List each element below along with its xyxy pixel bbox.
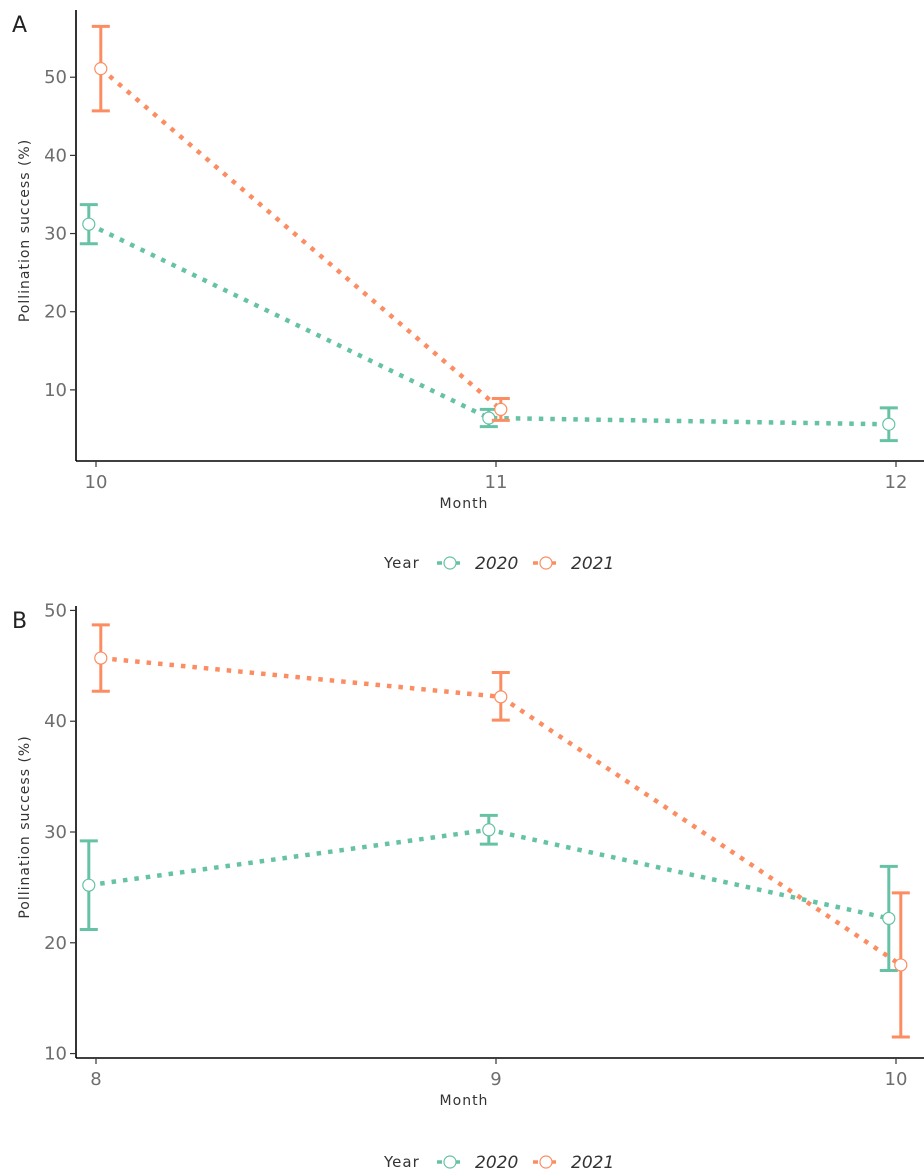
x-tick-label: 11: [485, 472, 508, 493]
panel-a: 10 20 30 40 50 10 11 12 Month Pollination success…: [12, 10, 924, 574]
legend-key-point: [443, 1155, 457, 1169]
series-line: [87, 222, 889, 427]
series-2020: [79, 813, 898, 972]
y-tick-label: 20: [44, 933, 67, 954]
series-2021: [91, 24, 510, 422]
x-tick-label: 8: [90, 1069, 101, 1090]
data-point: [882, 417, 896, 431]
legend-key-point: [539, 1155, 553, 1169]
y-axis-title: Pollination success (%): [17, 139, 33, 322]
y-tick-label: 10: [44, 380, 67, 401]
x-tick-label: 10: [85, 472, 108, 493]
data-point: [482, 823, 496, 837]
legend-key-point: [443, 556, 457, 570]
legend-key-point: [539, 556, 553, 570]
x-axis-title: Month: [440, 1093, 489, 1109]
data-point: [494, 402, 508, 417]
legend-title: Year: [383, 1153, 420, 1171]
x-tick-label: 10: [885, 1069, 908, 1090]
data-point: [894, 958, 908, 972]
series-2020: [79, 203, 898, 443]
legend-entry: 2020: [475, 1153, 518, 1171]
series-2021: [91, 623, 910, 1039]
data-point: [94, 651, 108, 665]
panel-b: 10 20 30 40 50 8 9 10 Month Pollination success (…: [12, 600, 924, 1171]
legend-entry: 2020: [475, 554, 518, 574]
data-point: [94, 62, 108, 76]
y-tick-label: 50: [44, 67, 67, 88]
x-tick-label: 9: [490, 1069, 501, 1090]
y-tick-label: 30: [44, 822, 67, 843]
data-point: [494, 690, 508, 704]
legend-title: Year: [383, 554, 420, 572]
series-line: [99, 66, 503, 412]
panel-label: B: [12, 609, 27, 634]
y-tick-label: 30: [44, 224, 67, 245]
legend-entry: 2021: [571, 554, 614, 574]
y-tick-label: 10: [44, 1044, 67, 1065]
y-tick-label: 50: [44, 600, 67, 621]
legend: Year 2020 2021: [383, 1153, 614, 1171]
data-point: [882, 911, 896, 926]
x-tick-label: 12: [885, 472, 908, 493]
y-axis-title: Pollination success (%): [17, 735, 33, 918]
panel-label: A: [12, 13, 27, 38]
y-tick-label: 40: [44, 145, 67, 166]
data-point: [82, 878, 96, 892]
y-tick-label: 40: [44, 711, 67, 732]
legend-entry: 2021: [571, 1153, 614, 1171]
x-axis-title: Month: [440, 496, 489, 512]
data-point: [82, 217, 96, 231]
y-tick-label: 20: [44, 302, 67, 323]
legend: Year 2020 2021: [383, 554, 614, 574]
data-point: [482, 411, 496, 425]
